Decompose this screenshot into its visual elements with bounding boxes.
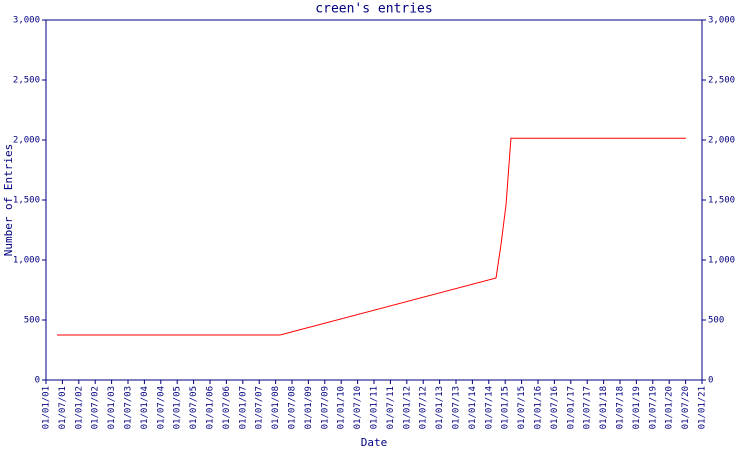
x-tick-label: 01/01/14: [468, 386, 478, 429]
y-tick-label: 1,500: [13, 196, 40, 206]
x-tick-label: 01/07/08: [288, 386, 298, 429]
x-tick-label: 01/07/04: [156, 386, 166, 429]
y-tick-label: 1,000: [13, 256, 40, 266]
x-tick-label: 01/07/19: [648, 386, 658, 429]
x-tick-label: 01/01/05: [173, 386, 183, 429]
x-tick-label: 01/07/07: [255, 386, 265, 429]
y-tick-label: 2,000: [13, 136, 40, 146]
x-tick-label: 01/07/01: [58, 386, 68, 429]
x-tick-label: 01/07/09: [320, 386, 330, 429]
y-tick-label: 500: [24, 316, 40, 326]
y2-tick-label: 500: [708, 316, 724, 326]
x-tick-label: 01/01/15: [501, 386, 511, 429]
x-tick-label: 01/07/03: [124, 386, 134, 429]
x-tick-label: 01/01/09: [304, 386, 314, 429]
y-tick-label: 3,000: [13, 16, 40, 26]
chart-title: creen's entries: [315, 2, 432, 17]
x-tick-label: 01/01/01: [42, 386, 52, 429]
x-tick-label: 01/07/05: [189, 386, 199, 429]
x-tick-label: 01/07/17: [583, 386, 593, 429]
y2-tick-label: 1,000: [708, 256, 735, 266]
x-tick-label: 01/01/17: [566, 386, 576, 429]
x-tick-label: 01/07/16: [550, 386, 560, 429]
y2-tick-label: 2,500: [708, 76, 735, 86]
x-tick-label: 01/01/06: [206, 386, 216, 429]
x-tick-label: 01/01/13: [435, 386, 445, 429]
x-tick-label: 01/07/15: [517, 386, 527, 429]
x-tick-label: 01/01/08: [271, 386, 281, 429]
y-tick-label: 0: [35, 376, 40, 386]
x-tick-label: 01/01/10: [337, 386, 347, 429]
x-tick-label: 01/01/16: [534, 386, 544, 429]
x-tick-label: 01/07/12: [419, 386, 429, 429]
y-axis-label: Number of Entries: [2, 144, 15, 257]
x-tick-label: 01/01/19: [632, 386, 642, 429]
x-tick-label: 01/07/02: [91, 386, 101, 429]
x-tick-label: 01/07/13: [452, 386, 462, 429]
y2-tick-label: 0: [708, 376, 713, 386]
x-tick-label: 01/07/14: [484, 386, 494, 429]
y2-tick-label: 2,000: [708, 136, 735, 146]
x-tick-label: 01/07/06: [222, 386, 232, 429]
x-axis-label: Date: [361, 436, 388, 449]
x-tick-label: 01/01/21: [698, 386, 708, 429]
y2-tick-label: 1,500: [708, 196, 735, 206]
x-tick-label: 01/01/20: [665, 386, 675, 429]
line: [56, 137, 686, 336]
x-tick-label: 01/01/18: [599, 386, 609, 429]
x-tick-label: 01/01/02: [74, 386, 84, 429]
x-tick-label: 01/07/11: [386, 386, 396, 429]
x-tick-label: 01/01/03: [107, 386, 117, 429]
x-tick-label: 01/01/11: [370, 386, 380, 429]
plot-frame: [45, 19, 703, 381]
x-tick-label: 01/01/04: [140, 386, 150, 429]
x-tick-label: 01/07/20: [681, 386, 691, 429]
x-tick-label: 01/01/07: [238, 386, 248, 429]
y2-tick-label: 3,000: [708, 16, 735, 26]
x-tick-label: 01/07/18: [616, 386, 626, 429]
y-tick-label: 2,500: [13, 76, 40, 86]
x-tick-label: 01/01/12: [402, 386, 412, 429]
x-tick-label: 01/07/10: [353, 386, 363, 429]
